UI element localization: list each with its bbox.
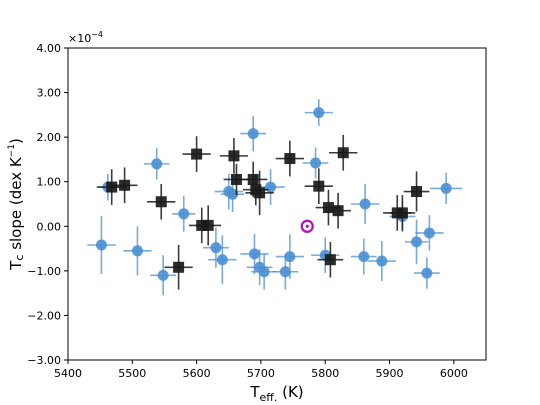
circle-marker [248,248,260,260]
square-point [325,192,351,229]
circle-point [172,195,196,232]
circle-marker [423,227,435,239]
square-marker [202,219,214,231]
y-tick-label: −1.00 [27,265,61,278]
square-marker [324,254,336,266]
square-marker [247,173,259,185]
sun-marker [300,219,314,233]
circle-marker [247,128,259,140]
x-tick-label: 5900 [376,367,404,380]
circle-marker [157,269,169,281]
circle-point [350,238,377,275]
x-axis: 5400 5500 5600 5700 5800 5900 6000 [54,360,468,380]
circle-marker [279,266,291,278]
square-point [195,205,222,246]
square-marker [284,153,296,165]
square-marker [191,148,203,160]
circle-point [404,219,429,265]
circle-point [203,227,229,268]
circle-point [272,253,299,290]
circle-marker [265,181,277,193]
square-marker [230,173,242,185]
square-point [111,167,138,204]
circle-marker [131,245,143,257]
circle-point [143,148,170,180]
square-marker [332,205,344,217]
y-tick-label: 1.00 [37,176,62,189]
circle-marker [151,158,163,170]
square-marker [337,147,349,159]
circle-marker [210,242,222,254]
x-tick-label: 5500 [118,367,146,380]
circle-marker [376,255,388,267]
x-tick-label: 5600 [183,367,211,380]
circle-marker [95,239,107,251]
square-point [147,183,176,220]
x-tick-label: 5800 [311,367,339,380]
circle-marker [216,254,228,266]
circle-point [304,99,333,126]
circle-point [430,172,463,204]
square-marker [396,207,408,219]
square-marker [228,150,240,162]
circle-point [302,147,329,179]
square-marker [322,202,334,214]
square-point [245,170,274,216]
circle-point [413,257,440,289]
y-tick-label: −3.00 [27,354,61,367]
x-tick-label: 6000 [440,367,468,380]
square-point [389,195,416,231]
square-marker [106,181,118,193]
circle-marker [421,267,433,279]
circle-marker [359,198,371,210]
square-point [304,168,333,204]
chart-marks [87,99,463,296]
plot-frame [67,47,487,361]
x-tick-label: 5700 [247,367,275,380]
square-point [182,136,211,172]
square-marker [155,196,167,208]
circle-marker [411,236,423,248]
y-axis: −3.00 −2.00 −1.00 0.00 1.00 2.00 3.00 4.00 [27,42,68,367]
circle-marker [284,251,296,263]
circle-marker [310,157,322,169]
circle-marker [358,251,370,263]
circle-marker [313,107,325,119]
circle-point [123,226,152,276]
circle-point [275,234,305,279]
square-point [329,134,358,171]
square-point [275,140,305,177]
circle-point [367,240,396,282]
square-marker [254,187,266,199]
y-axis-label: Tc slope (dex K−1) [7,138,27,271]
x-axis-label: Teff. (K) [249,383,303,404]
circle-point [240,115,267,152]
square-marker [119,179,131,191]
square-marker [411,186,423,198]
circle-marker [227,188,239,200]
square-point [403,171,430,212]
circle-point [87,216,116,274]
circle-point [350,183,380,225]
square-point [164,245,193,290]
x-tick-label: 5400 [54,367,82,380]
y-tick-label: −2.00 [27,309,61,322]
y-offset-text: ×10−4 [68,30,103,45]
circle-marker [440,182,452,194]
square-point [219,138,249,174]
circle-point [208,235,237,285]
square-point [317,241,344,278]
circle-marker [258,266,270,278]
y-tick-label: 2.00 [37,131,62,144]
y-tick-label: 0.00 [37,220,62,233]
square-marker [173,261,185,273]
square-marker [313,180,325,192]
y-tick-label: 4.00 [37,42,62,55]
circle-point [415,215,444,251]
circle-marker [178,208,190,220]
circle-point [150,255,177,296]
y-tick-label: 3.00 [37,87,62,100]
